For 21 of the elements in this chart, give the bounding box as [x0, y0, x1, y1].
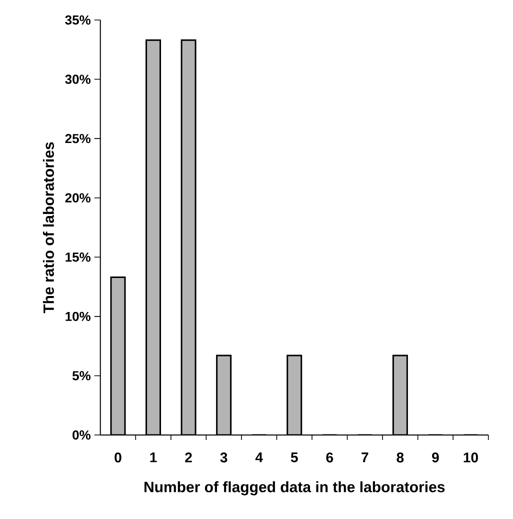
y-tick-label: 0% [72, 430, 90, 440]
x-tick-label: 4 [255, 452, 263, 462]
y-tick-label: 25% [65, 134, 90, 144]
x-tick-label: 1 [150, 452, 157, 462]
y-tick-label: 35% [65, 15, 90, 25]
x-tick-label: 7 [362, 452, 368, 462]
y-tick-label: 20% [65, 193, 90, 202]
x-axis-title: Number of flagged data in the laboratories [144, 481, 445, 496]
x-tick-label: 0 [114, 452, 122, 462]
x-tick-label: 2 [185, 452, 192, 462]
y-tick-label: 15% [66, 252, 90, 262]
x-tick-label: 9 [432, 452, 439, 462]
x-tick-label: 5 [290, 452, 298, 462]
x-tick-label: 10 [464, 452, 478, 462]
y-tick-label: 10% [66, 312, 90, 322]
y-axis-title: The ratio of laboratories [42, 142, 54, 314]
y-tick-label: 30% [65, 74, 90, 84]
x-tick-label: 3 [220, 452, 228, 462]
y-tick-label: 5% [72, 371, 90, 380]
x-tick-label: 8 [396, 452, 404, 462]
x-tick-label: 6 [326, 452, 334, 462]
